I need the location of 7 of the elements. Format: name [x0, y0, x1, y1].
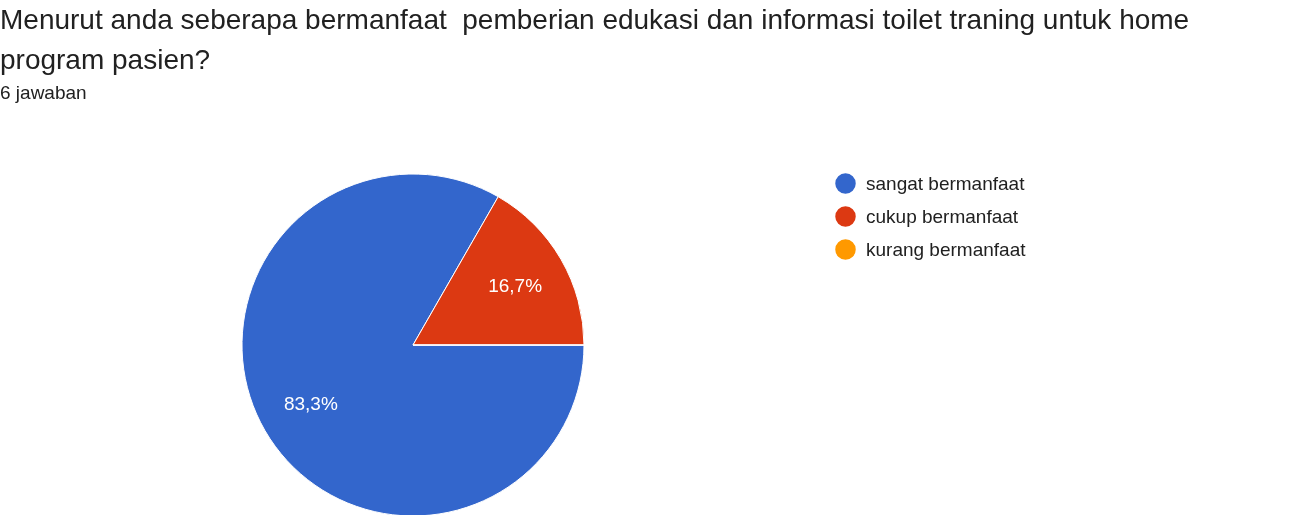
legend-label: cukup bermanfaat [866, 205, 1019, 227]
legend-label: sangat bermanfaat [866, 172, 1026, 194]
chart-title: Menurut anda seberapa bermanfaat pemberian edukasi dan informasi toilet traning untuk home program pasien? [0, 3, 1191, 77]
text: 6 jawaban [0, 82, 88, 105]
legend-label: kurang bermanfaat [866, 238, 1027, 260]
data-label: 16,7% [488, 274, 543, 296]
data-label: 83,3% [283, 393, 338, 415]
